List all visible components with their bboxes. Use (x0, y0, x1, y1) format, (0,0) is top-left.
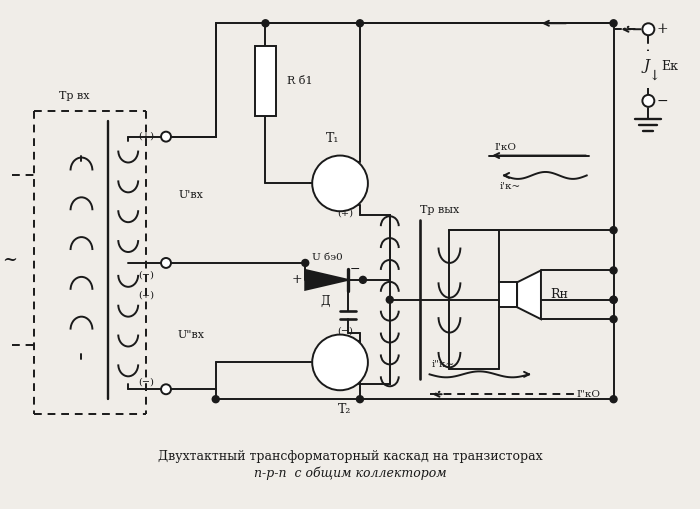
Text: ~: ~ (2, 251, 18, 269)
Circle shape (643, 95, 654, 107)
Text: R б1: R б1 (287, 76, 313, 86)
Text: (+): (+) (138, 290, 154, 299)
Text: n-p-n  с общим коллектором: n-p-n с общим коллектором (253, 466, 447, 479)
Text: (−): (−) (138, 378, 154, 387)
Circle shape (356, 395, 363, 403)
Text: Rн: Rн (550, 288, 568, 301)
Circle shape (161, 258, 171, 268)
Text: Eк: Eк (662, 60, 679, 73)
Text: +: + (657, 22, 668, 36)
Text: −: − (350, 264, 360, 276)
Text: U"вх: U"вх (177, 329, 204, 340)
Text: I'кО: I'кО (494, 143, 516, 152)
Circle shape (610, 227, 617, 234)
Circle shape (610, 296, 617, 303)
Circle shape (212, 395, 219, 403)
Circle shape (610, 395, 617, 403)
Text: I"кО: I"кО (577, 390, 601, 399)
Text: T₂: T₂ (338, 403, 351, 416)
Circle shape (356, 20, 363, 27)
Text: Д: Д (321, 295, 330, 308)
Text: i"к~: i"к~ (432, 360, 455, 369)
FancyBboxPatch shape (255, 46, 276, 116)
Circle shape (161, 132, 171, 142)
FancyBboxPatch shape (499, 282, 517, 307)
Circle shape (610, 267, 617, 274)
Polygon shape (517, 270, 541, 319)
Circle shape (312, 156, 368, 211)
Circle shape (262, 20, 269, 27)
Circle shape (161, 384, 171, 394)
Text: Тр вых: Тр вых (420, 205, 459, 215)
Circle shape (643, 23, 654, 35)
Circle shape (312, 334, 368, 390)
Text: (−): (−) (138, 270, 154, 279)
Text: Тр вх: Тр вх (60, 91, 90, 101)
Text: −: − (657, 94, 668, 108)
Text: Двухтактный трансформаторный каскад на транзисторах: Двухтактный трансформаторный каскад на т… (158, 450, 542, 463)
Polygon shape (305, 270, 348, 290)
Text: i'к~: i'к~ (499, 182, 520, 191)
Circle shape (359, 276, 366, 284)
Text: +: + (292, 273, 302, 287)
Text: (−): (−) (337, 326, 353, 335)
Circle shape (610, 20, 617, 27)
Circle shape (610, 316, 617, 323)
Circle shape (610, 296, 617, 303)
Text: (+): (+) (138, 131, 154, 140)
Text: J: J (643, 59, 650, 73)
Text: U'вх: U'вх (178, 190, 203, 201)
Text: T₁: T₁ (326, 132, 339, 145)
Text: U бэ0: U бэ0 (312, 253, 342, 263)
Circle shape (302, 260, 309, 266)
Circle shape (386, 296, 393, 303)
Text: (+): (+) (337, 209, 353, 218)
Text: ↓: ↓ (648, 69, 660, 83)
